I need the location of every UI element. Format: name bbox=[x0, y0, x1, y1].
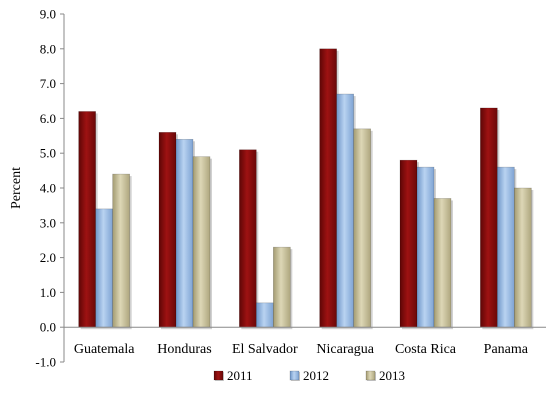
bar-series bbox=[78, 48, 534, 330]
y-tick-label: 9.0 bbox=[40, 7, 56, 22]
bar-group bbox=[158, 132, 212, 330]
bar-group bbox=[399, 159, 453, 330]
bar-2012 bbox=[336, 93, 354, 328]
bar-group bbox=[78, 111, 132, 330]
legend-item: 2011 bbox=[213, 368, 253, 383]
legend-swatch bbox=[213, 370, 224, 381]
bar-2011 bbox=[399, 159, 418, 328]
bar-2013 bbox=[353, 128, 371, 328]
legend: 2011 2012 2013 bbox=[213, 368, 405, 383]
bar-group bbox=[480, 107, 534, 330]
y-tick-label: 1.0 bbox=[40, 285, 56, 300]
y-tick-label: 6.0 bbox=[40, 111, 56, 126]
bar-2011 bbox=[480, 107, 498, 328]
y-tick-label: 4.0 bbox=[40, 181, 56, 196]
y-tick-label: 2.0 bbox=[40, 250, 56, 265]
legend-swatch bbox=[289, 370, 300, 381]
legend-label: 2011 bbox=[227, 368, 253, 383]
category-label: Guatemala bbox=[74, 342, 135, 357]
bar-group bbox=[319, 48, 373, 330]
y-tick-label: 7.0 bbox=[40, 76, 56, 91]
bar-2012 bbox=[256, 302, 274, 328]
bar-2013 bbox=[192, 156, 211, 328]
category-label: Panama bbox=[484, 342, 529, 357]
y-tick-label: 5.0 bbox=[40, 146, 56, 161]
category-label: Nicaragua bbox=[316, 342, 374, 357]
y-tick-label: 8.0 bbox=[40, 41, 56, 56]
bar-2012 bbox=[175, 138, 194, 328]
category-label: Honduras bbox=[157, 342, 211, 357]
legend-label: 2012 bbox=[303, 368, 329, 383]
bar-2012 bbox=[95, 208, 113, 328]
bar-2013 bbox=[273, 246, 291, 328]
y-tick-label: 0.0 bbox=[40, 320, 56, 335]
y-axis-label: Percent bbox=[9, 167, 24, 209]
legend-swatch bbox=[365, 370, 376, 381]
bar-2011 bbox=[319, 48, 337, 328]
category-labels: Guatemala Honduras El Salvador Nicaragua Cos… bbox=[74, 342, 529, 357]
bar-2013 bbox=[514, 187, 532, 328]
bar-2011 bbox=[158, 132, 177, 328]
bar-2012 bbox=[497, 166, 515, 328]
category-label: El Salvador bbox=[232, 342, 298, 357]
bar-2013 bbox=[433, 198, 452, 328]
y-tick-label: 3.0 bbox=[40, 215, 56, 230]
bar-2011 bbox=[239, 149, 257, 328]
category-label: Costa Rica bbox=[395, 342, 457, 357]
bar-2011 bbox=[78, 111, 96, 328]
y-axis-ticks: -1.0 0.0 1.0 2.0 3.0 4.0 5.0 6.0 7.0 8.0 9.0 bbox=[35, 7, 64, 370]
legend-item: 2013 bbox=[365, 368, 405, 383]
bar-2013 bbox=[112, 173, 130, 328]
legend-label: 2013 bbox=[379, 368, 405, 383]
y-tick-label: -1.0 bbox=[35, 355, 56, 370]
bar-2012 bbox=[416, 166, 435, 328]
legend-item: 2012 bbox=[289, 368, 329, 383]
bar-group bbox=[239, 149, 293, 330]
